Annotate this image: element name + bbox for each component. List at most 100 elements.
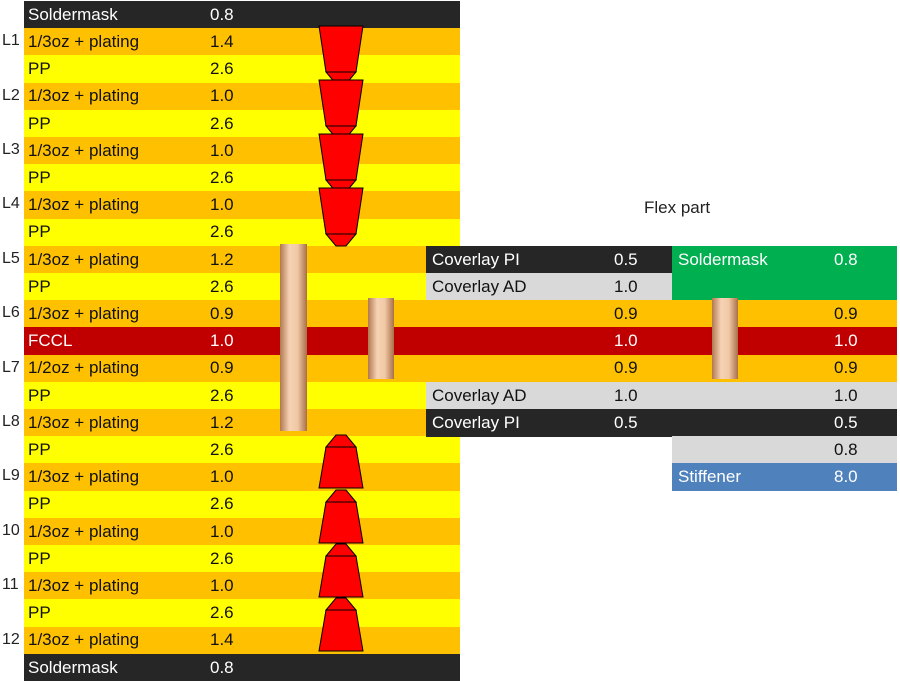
stack-row: 1/3oz + plating 1.4 xyxy=(24,626,460,655)
layer-thickness: 1.4 xyxy=(210,630,234,650)
layer-thickness: 1.2 xyxy=(210,412,234,432)
layer-label: L7 xyxy=(2,358,20,376)
layer-name: 1/3oz + plating xyxy=(28,140,140,160)
layer-name: 1/2oz + plating xyxy=(28,358,140,378)
stack-row: PP 2.6 xyxy=(24,436,460,464)
flex-layer: Coverlay AD 1.0 xyxy=(426,273,672,301)
layer-thickness: 2.6 xyxy=(210,440,234,460)
flex-layer-name: Coverlay AD xyxy=(432,385,527,405)
stack-row: PP 2.6 xyxy=(24,545,460,573)
flex-layer-name: Stiffener xyxy=(678,467,742,487)
flex-layer-name: Coverlay AD xyxy=(432,276,527,296)
stack-row: 1/3oz + plating 1.2 xyxy=(24,409,460,437)
layer-name: FCCL xyxy=(28,331,73,351)
up-arrow xyxy=(318,609,364,652)
layer-label: L2 xyxy=(2,86,20,104)
layer-label: L1 xyxy=(2,32,20,50)
up-arrow xyxy=(318,446,364,489)
down-arrow xyxy=(318,79,364,127)
flex-layer-name: Coverlay PI xyxy=(432,249,520,269)
up-arrow xyxy=(318,555,364,598)
stack-row: PP 2.6 xyxy=(24,109,460,138)
flex-layer: Stiffener 8.0 xyxy=(672,463,897,492)
layer-thickness: 0.8 xyxy=(210,4,234,24)
down-arrow xyxy=(318,25,364,73)
up-arrow xyxy=(318,501,364,544)
up-arrow-tip xyxy=(324,489,358,503)
flex-layer: Coverlay PI 0.5 xyxy=(426,409,672,437)
flex-layer-thickness: 1.0 xyxy=(834,331,858,351)
layer-thickness: 0.9 xyxy=(210,358,234,378)
buried-via-right xyxy=(712,298,738,379)
layer-name: 1/3oz + plating xyxy=(28,304,140,324)
layer-name: PP xyxy=(28,603,51,623)
layer-name: 1/3oz + plating xyxy=(28,86,140,106)
layer-thickness: 2.6 xyxy=(210,222,234,242)
flex-layer-thickness: 1.0 xyxy=(614,276,638,296)
layer-thickness: 1.0 xyxy=(210,195,234,215)
flex-layer-name: Coverlay PI xyxy=(432,412,520,432)
layer-thickness: 2.6 xyxy=(210,548,234,568)
flex-layer: Coverlay AD 1.0 xyxy=(426,381,672,410)
layer-thickness: 2.6 xyxy=(210,59,234,79)
layer-thickness: 1.0 xyxy=(210,140,234,160)
stack-row: PP 2.6 xyxy=(24,381,460,410)
stack-row: PP 2.6 xyxy=(24,164,460,192)
through-via xyxy=(280,244,307,431)
layer-name: 1/3oz + plating xyxy=(28,467,140,487)
layer-name: PP xyxy=(28,548,51,568)
stack-row: 1/3oz + plating 1.0 xyxy=(24,517,460,546)
stack-row: 1/3oz + plating 1.0 xyxy=(24,191,460,220)
layer-label: L8 xyxy=(2,413,20,430)
layer-thickness: 2.6 xyxy=(210,385,234,405)
flex-layer-name: Soldermask xyxy=(678,249,768,269)
flex-layer-thickness: 1.0 xyxy=(614,385,638,405)
layer-thickness: 0.9 xyxy=(210,304,234,324)
down-arrow xyxy=(318,133,364,181)
layer-thickness: 2.6 xyxy=(210,168,234,188)
layer-thickness: 2.6 xyxy=(210,494,234,514)
flex-layer: 0.5 xyxy=(672,409,897,437)
down-arrow-tip xyxy=(324,233,358,247)
layer-name: PP xyxy=(28,385,51,405)
layer-thickness: 1.0 xyxy=(210,576,234,596)
stack-row: 1/3oz + plating 1.0 xyxy=(24,572,460,600)
stack-row: PP 2.6 xyxy=(24,55,460,84)
stack-row: PP 2.6 xyxy=(24,273,460,301)
layer-name: PP xyxy=(28,168,51,188)
flex-layer-thickness: 0.9 xyxy=(614,304,638,324)
flex-layer-thickness: 1.0 xyxy=(614,331,638,351)
stack-row: PP 2.6 xyxy=(24,218,460,247)
layer-name: PP xyxy=(28,440,51,460)
flex-layer-thickness: 0.5 xyxy=(834,412,858,432)
layer-label: L6 xyxy=(2,304,20,322)
layer-name: Soldermask xyxy=(28,4,118,24)
flex-layer-thickness: 0.5 xyxy=(614,412,638,432)
up-arrow-tip xyxy=(324,597,358,611)
flex-layer-thickness: 0.8 xyxy=(834,249,858,269)
layer-name: 1/3oz + plating xyxy=(28,249,140,269)
flex-layer: Coverlay PI 0.5 xyxy=(426,245,672,274)
stack-row: 1/3oz + plating 1.4 xyxy=(24,28,460,56)
flex-layer: 0.9 xyxy=(672,354,897,383)
layer-thickness: 1.0 xyxy=(210,467,234,487)
layer-thickness: 0.8 xyxy=(210,657,234,677)
layer-name: PP xyxy=(28,59,51,79)
stack-row: 1/3oz + plating 1.0 xyxy=(24,463,460,492)
flex-layer: 1.0 xyxy=(672,327,897,356)
flex-layer-thickness: 1.0 xyxy=(834,385,858,405)
layer-thickness: 1.0 xyxy=(210,521,234,541)
flex-layer: 0.9 xyxy=(426,300,672,328)
layer-label: 12 xyxy=(2,630,20,648)
up-arrow-tip xyxy=(324,543,358,557)
flex-layer-thickness: 0.9 xyxy=(614,358,638,378)
layer-name: 1/3oz + plating xyxy=(28,32,140,52)
layer-thickness: 2.6 xyxy=(210,603,234,623)
layer-thickness: 1.0 xyxy=(210,86,234,106)
stack-row: 1/3oz + plating 1.2 xyxy=(24,245,460,274)
layer-name: PP xyxy=(28,494,51,514)
layer-name: 1/3oz + plating xyxy=(28,630,140,650)
flex-layer-thickness: 0.9 xyxy=(834,358,858,378)
layer-thickness: 2.6 xyxy=(210,113,234,133)
